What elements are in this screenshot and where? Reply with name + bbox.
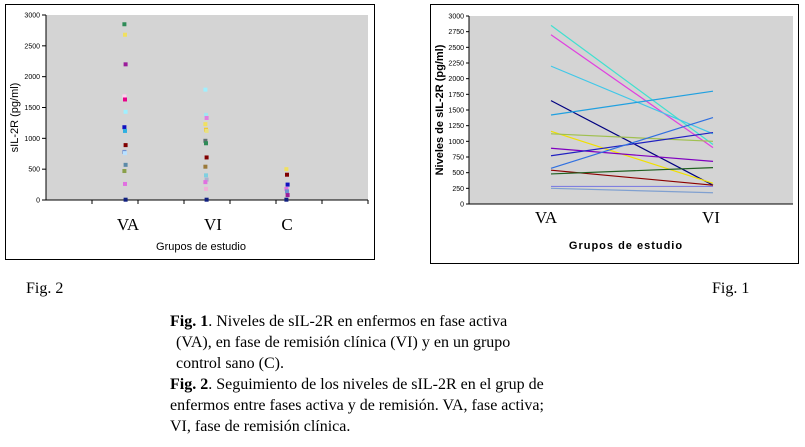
data-point (284, 197, 289, 202)
data-point (123, 162, 128, 167)
data-point (123, 128, 127, 133)
scatter-chart: 0 500 1000 1500 2000 2500 3000 VA VI C sIL-2R (p… (9, 13, 369, 253)
x-axis-label: Grupos de estudio (569, 240, 683, 252)
line-chart-panel: 0 250 500 750 1000 1250 1500 1750 2000 2250 2500 27… (430, 4, 799, 264)
series-line (550, 187, 714, 194)
y-tick-label: 250 (452, 186, 464, 193)
y-tick-label: 1000 (24, 136, 40, 143)
y-tick-label: 2500 (448, 45, 464, 52)
data-point (203, 180, 208, 185)
data-point (123, 97, 127, 102)
series-line (550, 133, 714, 142)
y-tick-label: 1250 (448, 123, 464, 130)
data-point (122, 94, 127, 99)
caption-fig1-line1: Fig. 1. Niveles de sIL-2R en enfermos en… (170, 313, 508, 330)
y-tick-label: 1500 (24, 105, 40, 112)
series-line (550, 24, 714, 145)
data-point (285, 182, 290, 187)
data-point (204, 173, 208, 178)
x-category-label: VA (117, 215, 140, 234)
y-tick-label: 2000 (448, 76, 464, 83)
data-point (204, 177, 209, 182)
data-point (203, 164, 208, 169)
data-point (203, 122, 208, 127)
caption-fig1-line2: (VA), en fase de remisión clínica (VI) y… (176, 334, 511, 351)
data-point (204, 197, 209, 202)
data-point (204, 155, 209, 160)
line-chart: 0 250 500 750 1000 1250 1500 1750 2000 2250 2500 27… (434, 14, 793, 252)
caption-fig2-line2: enfermos entre fases activa y de remisió… (170, 397, 544, 414)
fig2-label: Fig. 2 (26, 280, 64, 297)
data-point (123, 197, 128, 202)
y-axis-label: Niveles de sIL-2R (pg/ml) (434, 44, 446, 175)
series-line (550, 130, 714, 184)
data-point (123, 151, 127, 156)
x-category-label: VI (702, 208, 720, 227)
data-point (203, 138, 208, 143)
y-axis-label: sIL-2R (pg/ml) (9, 83, 21, 153)
data-point (285, 172, 289, 177)
x-axis-label: Grupos de estudio (156, 241, 246, 253)
y-tick-label: 1750 (448, 92, 464, 99)
caption-fig2-line3: VI, fase de remisión clínica. (170, 418, 351, 435)
y-tick-label: 750 (452, 155, 464, 162)
caption-fig1-title: Fig. 1 (170, 313, 209, 330)
series-line (550, 167, 714, 175)
data-point (204, 115, 209, 120)
data-point (285, 193, 290, 198)
caption-fig2-line1: Fig. 2. Seguimiento de los niveles de sI… (170, 376, 544, 393)
caption-fig2-title: Fig. 2 (170, 376, 209, 393)
y-tick-label: 0 (460, 202, 464, 209)
fig1-label: Fig. 1 (712, 280, 750, 297)
plot-area (46, 15, 368, 200)
data-point (284, 186, 289, 191)
data-point (204, 128, 209, 133)
data-point (122, 22, 127, 27)
data-point (284, 167, 289, 172)
caption-fig1-line3: control sano (C). (176, 355, 284, 372)
plot-area (469, 16, 793, 204)
y-tick-label: 500 (452, 170, 464, 177)
data-point (122, 125, 127, 130)
data-point (123, 143, 128, 148)
series-line (550, 147, 714, 162)
series-line (550, 90, 714, 116)
data-point (123, 62, 128, 67)
y-tick-label: 3000 (24, 13, 40, 20)
series-line (550, 131, 714, 157)
y-tick-label: 0 (36, 198, 40, 205)
series-line (550, 34, 714, 149)
scatter-chart-panel: 0 500 1000 1500 2000 2500 3000 VA VI C sIL-2R (p… (5, 4, 375, 260)
data-point (123, 181, 127, 186)
data-point (204, 186, 208, 191)
y-tick-label: 500 (28, 167, 40, 174)
y-tick-label: 2000 (24, 74, 40, 81)
x-category-label: VI (204, 215, 222, 234)
data-point (123, 32, 127, 37)
x-category-label: VA (535, 208, 558, 227)
y-tick-label: 2250 (448, 61, 464, 68)
y-tick-label: 2750 (448, 29, 464, 36)
y-tick-label: 1500 (448, 108, 464, 115)
y-tick-label: 1000 (448, 139, 464, 146)
series-line (550, 116, 714, 169)
x-category-label: C (281, 215, 292, 234)
series-line (550, 65, 714, 135)
data-point (122, 169, 127, 174)
data-point (285, 189, 289, 194)
y-tick-label: 3000 (448, 14, 464, 21)
data-point (203, 87, 208, 92)
data-point (204, 112, 208, 117)
data-point (123, 109, 128, 114)
figure-caption: Fig. 1. Niveles de sIL-2R en enfermos en… (170, 311, 630, 437)
data-point (204, 141, 208, 146)
y-tick-label: 2500 (24, 43, 40, 50)
